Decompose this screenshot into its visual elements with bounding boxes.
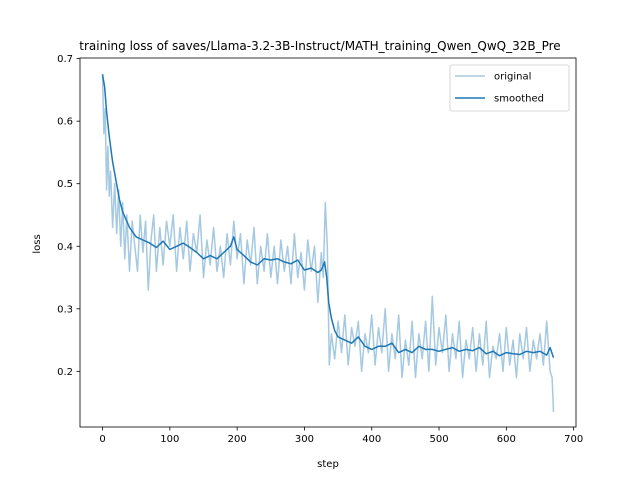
x-tick-label: 300 bbox=[295, 434, 314, 445]
chart-title: training loss of saves/Llama-3.2-3B-Inst… bbox=[79, 39, 560, 53]
y-tick-label: 0.6 bbox=[57, 117, 73, 128]
legend-label-smoothed: smoothed bbox=[494, 94, 544, 105]
legend-label-original: original bbox=[494, 72, 531, 83]
series-line-smoothed bbox=[101, 74, 555, 358]
y-tick-label: 0.7 bbox=[57, 54, 73, 65]
series-layer bbox=[101, 74, 555, 413]
plot-frame bbox=[79, 57, 577, 428]
x-axis-label: step bbox=[317, 459, 339, 470]
x-tick-label: 600 bbox=[497, 434, 516, 445]
x-tick-label: 0 bbox=[99, 434, 105, 445]
y-tick-label: 0.5 bbox=[57, 179, 73, 190]
series-line-original bbox=[101, 74, 555, 413]
axes-layer: 0 100 200 300 400 500 600 700 0.2 0.3 0.4 0.5 0.6 0.7 bbox=[57, 54, 583, 445]
x-tick-label: 100 bbox=[160, 434, 179, 445]
x-tick-label: 400 bbox=[362, 434, 381, 445]
x-tick-label: 200 bbox=[228, 434, 247, 445]
x-tick-label: 700 bbox=[564, 434, 583, 445]
y-tick-label: 0.2 bbox=[57, 367, 73, 378]
y-tick-label: 0.3 bbox=[57, 304, 73, 315]
legend: original smoothed bbox=[449, 64, 570, 112]
y-axis-label: loss bbox=[32, 234, 43, 253]
y-tick-label: 0.4 bbox=[57, 242, 73, 253]
x-tick-label: 500 bbox=[429, 434, 448, 445]
legend-box bbox=[449, 64, 570, 112]
